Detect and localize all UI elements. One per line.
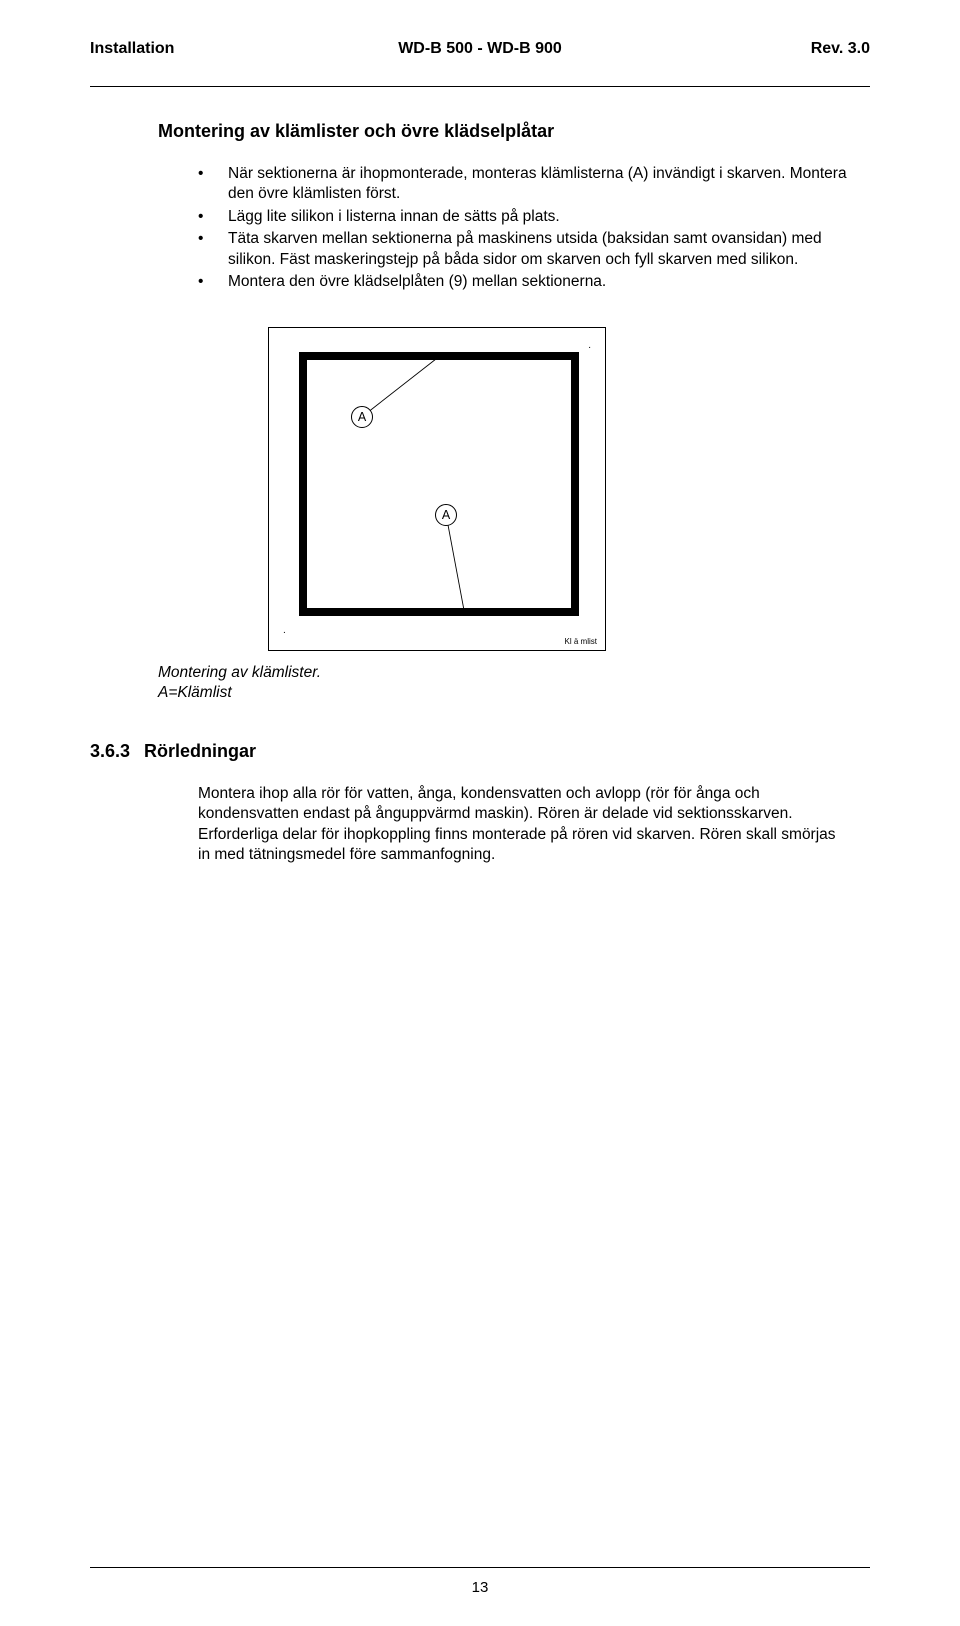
figure-marker-a2: A xyxy=(435,504,457,526)
figure-inner-box xyxy=(299,352,579,616)
bullet-item: Lägg lite silikon i listerna innan de sä… xyxy=(198,207,850,227)
figure: . . A A Kl ä mlist xyxy=(268,327,870,651)
bullet-item: Montera den övre klädselplåten (9) mella… xyxy=(198,272,850,292)
subsection-title: Rörledningar xyxy=(144,741,256,762)
figure-small-label: Kl ä mlist xyxy=(565,637,597,646)
figure-outer-box: . . A A Kl ä mlist xyxy=(268,327,606,651)
header-rule xyxy=(90,86,870,87)
bullet-list: När sektionerna är ihopmonterade, monter… xyxy=(198,164,850,293)
caption-line-1: Montering av klämlister. xyxy=(158,663,870,683)
figure-caption: Montering av klämlister. A=Klämlist xyxy=(158,663,870,703)
header-center: WD-B 500 - WD-B 900 xyxy=(350,40,610,58)
header-left: Installation xyxy=(90,40,350,58)
subsection-heading: 3.6.3 Rörledningar xyxy=(90,741,870,762)
bullet-item: När sektionerna är ihopmonterade, monter… xyxy=(198,164,850,205)
figure-tick-top: . xyxy=(588,340,591,351)
footer-rule xyxy=(90,1567,870,1568)
subsection-number: 3.6.3 xyxy=(90,741,130,762)
figure-marker-a1: A xyxy=(351,406,373,428)
figure-tick-bottom: . xyxy=(283,625,286,636)
page-number: 13 xyxy=(0,1579,960,1596)
section-title: Montering av klämlister och övre klädsel… xyxy=(158,121,870,142)
caption-line-2: A=Klämlist xyxy=(158,683,870,703)
subsection-paragraph: Montera ihop alla rör för vatten, ånga, … xyxy=(198,784,850,866)
header-right: Rev. 3.0 xyxy=(610,40,870,58)
bullet-item: Täta skarven mellan sektionerna på maski… xyxy=(198,229,850,270)
page-header: Installation WD-B 500 - WD-B 900 Rev. 3.… xyxy=(90,40,870,58)
